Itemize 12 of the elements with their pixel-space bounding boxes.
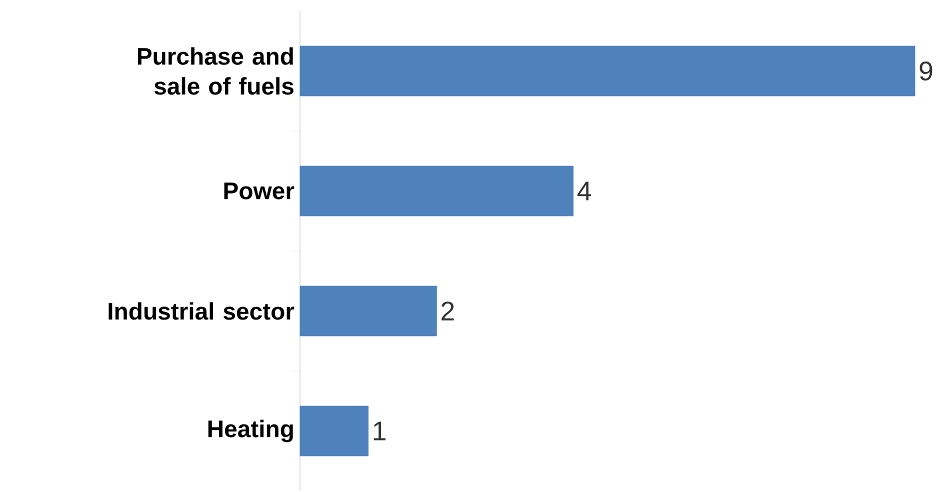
data-label: 4 <box>577 182 592 200</box>
bar <box>300 286 437 336</box>
data-label: 1 <box>374 422 386 440</box>
bar <box>300 166 574 216</box>
y-tick-label: Industrial sector <box>108 302 294 320</box>
bar <box>300 46 916 96</box>
bar <box>300 406 369 456</box>
data-label: 2 <box>442 302 454 320</box>
y-tick-label: Purchase and sale of fuels <box>138 47 294 95</box>
y-tick-label: Heating <box>208 420 293 442</box>
y-tick-label: Power <box>224 182 294 200</box>
data-label: 9 <box>920 61 932 81</box>
